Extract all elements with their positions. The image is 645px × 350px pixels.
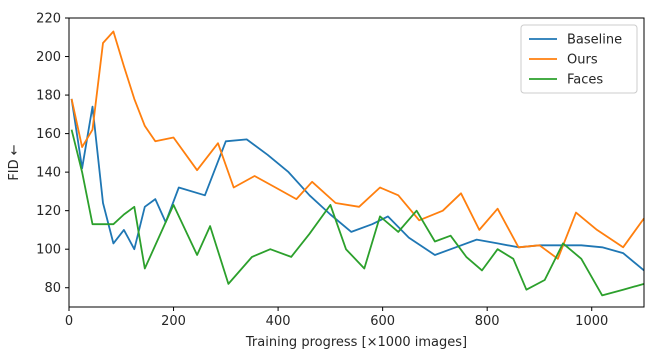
plot-frame	[68, 17, 645, 308]
x-axis: 0 200 400 600 800 1000	[65, 307, 608, 329]
x-tick-label: 200	[161, 314, 186, 329]
y-axis-label: FID ←	[7, 144, 22, 180]
legend-label-faces: Faces	[567, 73, 603, 88]
x-tick-label: 400	[266, 314, 291, 329]
x-tick-label: 0	[65, 314, 73, 329]
y-tick-label: 160	[36, 127, 61, 142]
series-line-faces	[70, 129, 645, 297]
plot-area	[68, 17, 645, 308]
series-line-baseline	[70, 98, 645, 272]
x-tick-label: 600	[370, 314, 395, 329]
legend-label-baseline: Baseline	[567, 33, 622, 48]
y-axis: 80 100 120 140 160 180 200 220	[36, 12, 69, 296]
x-tick-label: 1000	[575, 314, 608, 329]
series-line-ours	[70, 30, 645, 260]
y-tick-label: 100	[36, 243, 61, 258]
x-tick-label: 800	[475, 314, 500, 329]
legend-box	[520, 24, 638, 94]
series-layer	[70, 30, 645, 297]
legend: Baseline Ours Faces	[520, 24, 638, 94]
legend-label-ours: Ours	[567, 53, 598, 68]
y-tick-label: 200	[36, 50, 61, 65]
y-tick-label: 140	[36, 166, 61, 181]
y-tick-label: 80	[44, 281, 61, 296]
y-tick-label: 120	[36, 204, 61, 219]
y-tick-label: 180	[36, 89, 61, 104]
y-tick-label: 220	[36, 12, 61, 27]
x-axis-label: Training progress [×1000 images]	[245, 335, 467, 350]
